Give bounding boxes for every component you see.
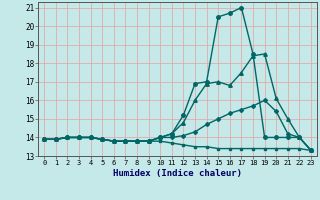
X-axis label: Humidex (Indice chaleur): Humidex (Indice chaleur) bbox=[113, 169, 242, 178]
